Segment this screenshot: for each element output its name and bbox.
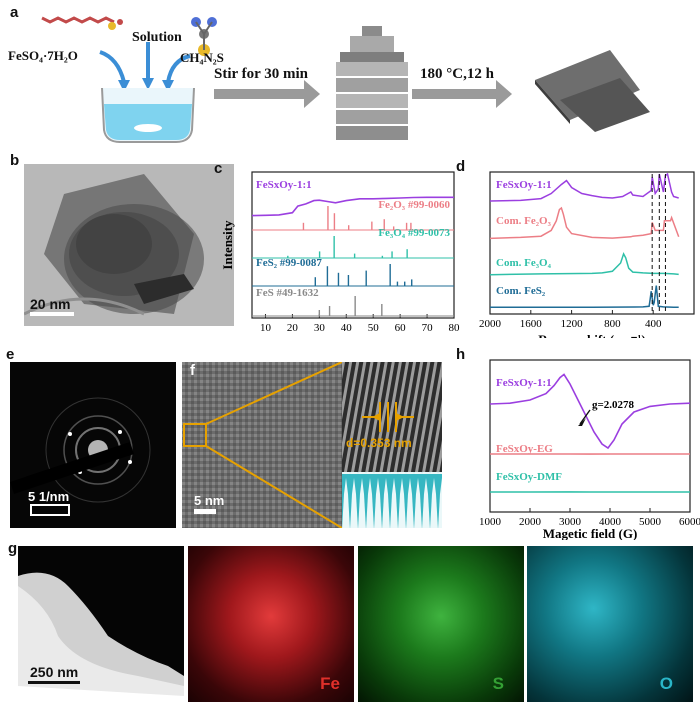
scale-bar-f [194,509,216,514]
series-d-3 [490,285,679,308]
annotation-h: g=2.0278 [592,399,635,411]
raman-chart: Raman shift (cm⁻¹) 2000 1600 1200 800 400 FeSx… [479,171,695,338]
series-label-d-2: Com. Fe₃O₄ [496,257,552,269]
thiourea-molecule-icon [191,17,217,56]
series-d-2 [489,252,679,276]
xtick-label-h-5: 6000 [679,516,700,528]
series-d-0 [489,172,679,202]
scale-label-e: 5 1/nm [28,489,70,504]
series-label-h-2: FeSxOy-DMF [496,471,562,483]
panel-label-f: f [190,362,195,379]
xtick-label-h-3: 4000 [599,516,622,528]
solution-label: Solution [132,30,182,45]
xtick-label-d-3: 800 [604,318,621,330]
scale-bar-e [30,504,70,516]
annotation-arrow-h [579,409,591,425]
series-label-d-3: Com. FeS₂ [496,285,546,297]
series-label-d-0: FeSxOy-1:1 [496,179,552,191]
xlabel-d: Raman shift (cm⁻¹) [538,332,646,338]
panel-label-h: h [456,346,466,363]
series-d-1 [489,206,680,240]
tem-image-b: 20 nm [24,164,234,326]
series-label-d-1: Com. Fe₂O₃ [496,215,552,227]
scale-bar-b [30,312,74,316]
series-h-0 [489,373,691,450]
panel-label-b: b [10,152,20,169]
series-label-c-2: Fe₃O₄ #99-0073 [378,227,450,239]
xtick-label-c-0: 10 [260,322,272,334]
series-c-0 [251,196,454,217]
scale-label-b: 20 nm [30,296,71,312]
eds-label-s: S [492,674,504,693]
eds-map-s: S [358,546,524,702]
series-label-c-3: FeS₂ #99-0087 [256,257,322,269]
xtick-label-h-4: 5000 [639,516,662,528]
annotation-arrowhead-h [578,418,586,426]
scale-bar-g [28,681,80,684]
series-label-h-0: FeSxOy-1:1 [496,377,552,389]
xtick-label-h-1: 2000 [519,516,542,528]
xtick-label-c-1: 20 [287,322,299,334]
saed-pattern-image: 5 1/nm [10,362,176,528]
eds-label-fe: Fe [320,674,340,693]
d-spacing-label: d=0.353 nm [346,436,412,450]
plot-frame-h [489,359,691,513]
series-label-c-4: FeS #49-1632 [256,287,319,299]
product-flakes-icon [535,50,650,132]
scale-label-g: 250 nm [30,664,79,680]
epr-chart: Magetic field (G) 1000 2000 3000 4000 5000 600… [479,359,700,540]
xtick-label-c-4: 50 [368,322,380,334]
molecule-chain-icon [41,16,123,30]
xtick-label-c-5: 60 [395,322,407,334]
beaker-icon [101,87,195,143]
panel-a-scheme [41,16,650,143]
eds-label-o: O [659,674,673,693]
step1-label: Stir for 30 min [214,66,309,82]
eds-map-o: O [527,546,693,702]
scale-label-f: 5 nm [194,493,225,508]
eds-map-fe: Fe [188,546,354,702]
plot-frame-d [489,171,695,315]
xtick-label-h-2: 3000 [559,516,582,528]
haadf-image: 250 nm [18,546,184,702]
step2-label: 180 °C,12 h [420,66,494,82]
process-arrow-2-icon [412,80,512,108]
pour-arrows-icon [99,42,191,83]
panel-label-g: g [8,540,18,557]
xtick-label-d-4: 400 [645,318,662,330]
lattice-fringe-inset: d=0.353 nm [342,362,442,528]
xtick-label-c-7: 80 [449,322,461,334]
ylabel-c: Intensity [220,220,235,270]
autoclave-icon [336,26,408,140]
series-label-c-0: FeSxOy-1:1 [256,179,312,191]
xtick-label-d-1: 1600 [520,318,543,330]
panel-label-d: d [456,158,466,175]
xtick-label-h-0: 1000 [479,516,502,528]
xlabel-h: Magetic field (G) [543,526,638,540]
series-label-c-1: Fe₂O₃ #99-0060 [378,199,450,211]
xtick-label-c-3: 40 [341,322,353,334]
panel-label-c: c [214,160,223,177]
xtick-label-c-6: 70 [422,322,434,334]
reagent-thiourea-label: CH₄N₂S [180,50,224,65]
xtick-label-d-2: 1200 [561,318,584,330]
xtick-label-d-0: 2000 [479,318,502,330]
panel-label-a: a [10,4,19,21]
plot-frame-c [251,171,455,319]
hrtem-image-f: 5 nm [182,362,342,528]
series-label-h-1: FeSxOy-EG [496,443,553,455]
xrd-chart: Intensity2 Theta (θ)1020304050607080FeSx… [220,171,461,334]
process-arrow-1-icon [214,80,320,108]
panel-label-e: e [6,346,15,363]
xtick-label-c-2: 30 [314,322,326,334]
reagent-fesulfate-label: FeSO₄·7H₂O [8,48,78,63]
